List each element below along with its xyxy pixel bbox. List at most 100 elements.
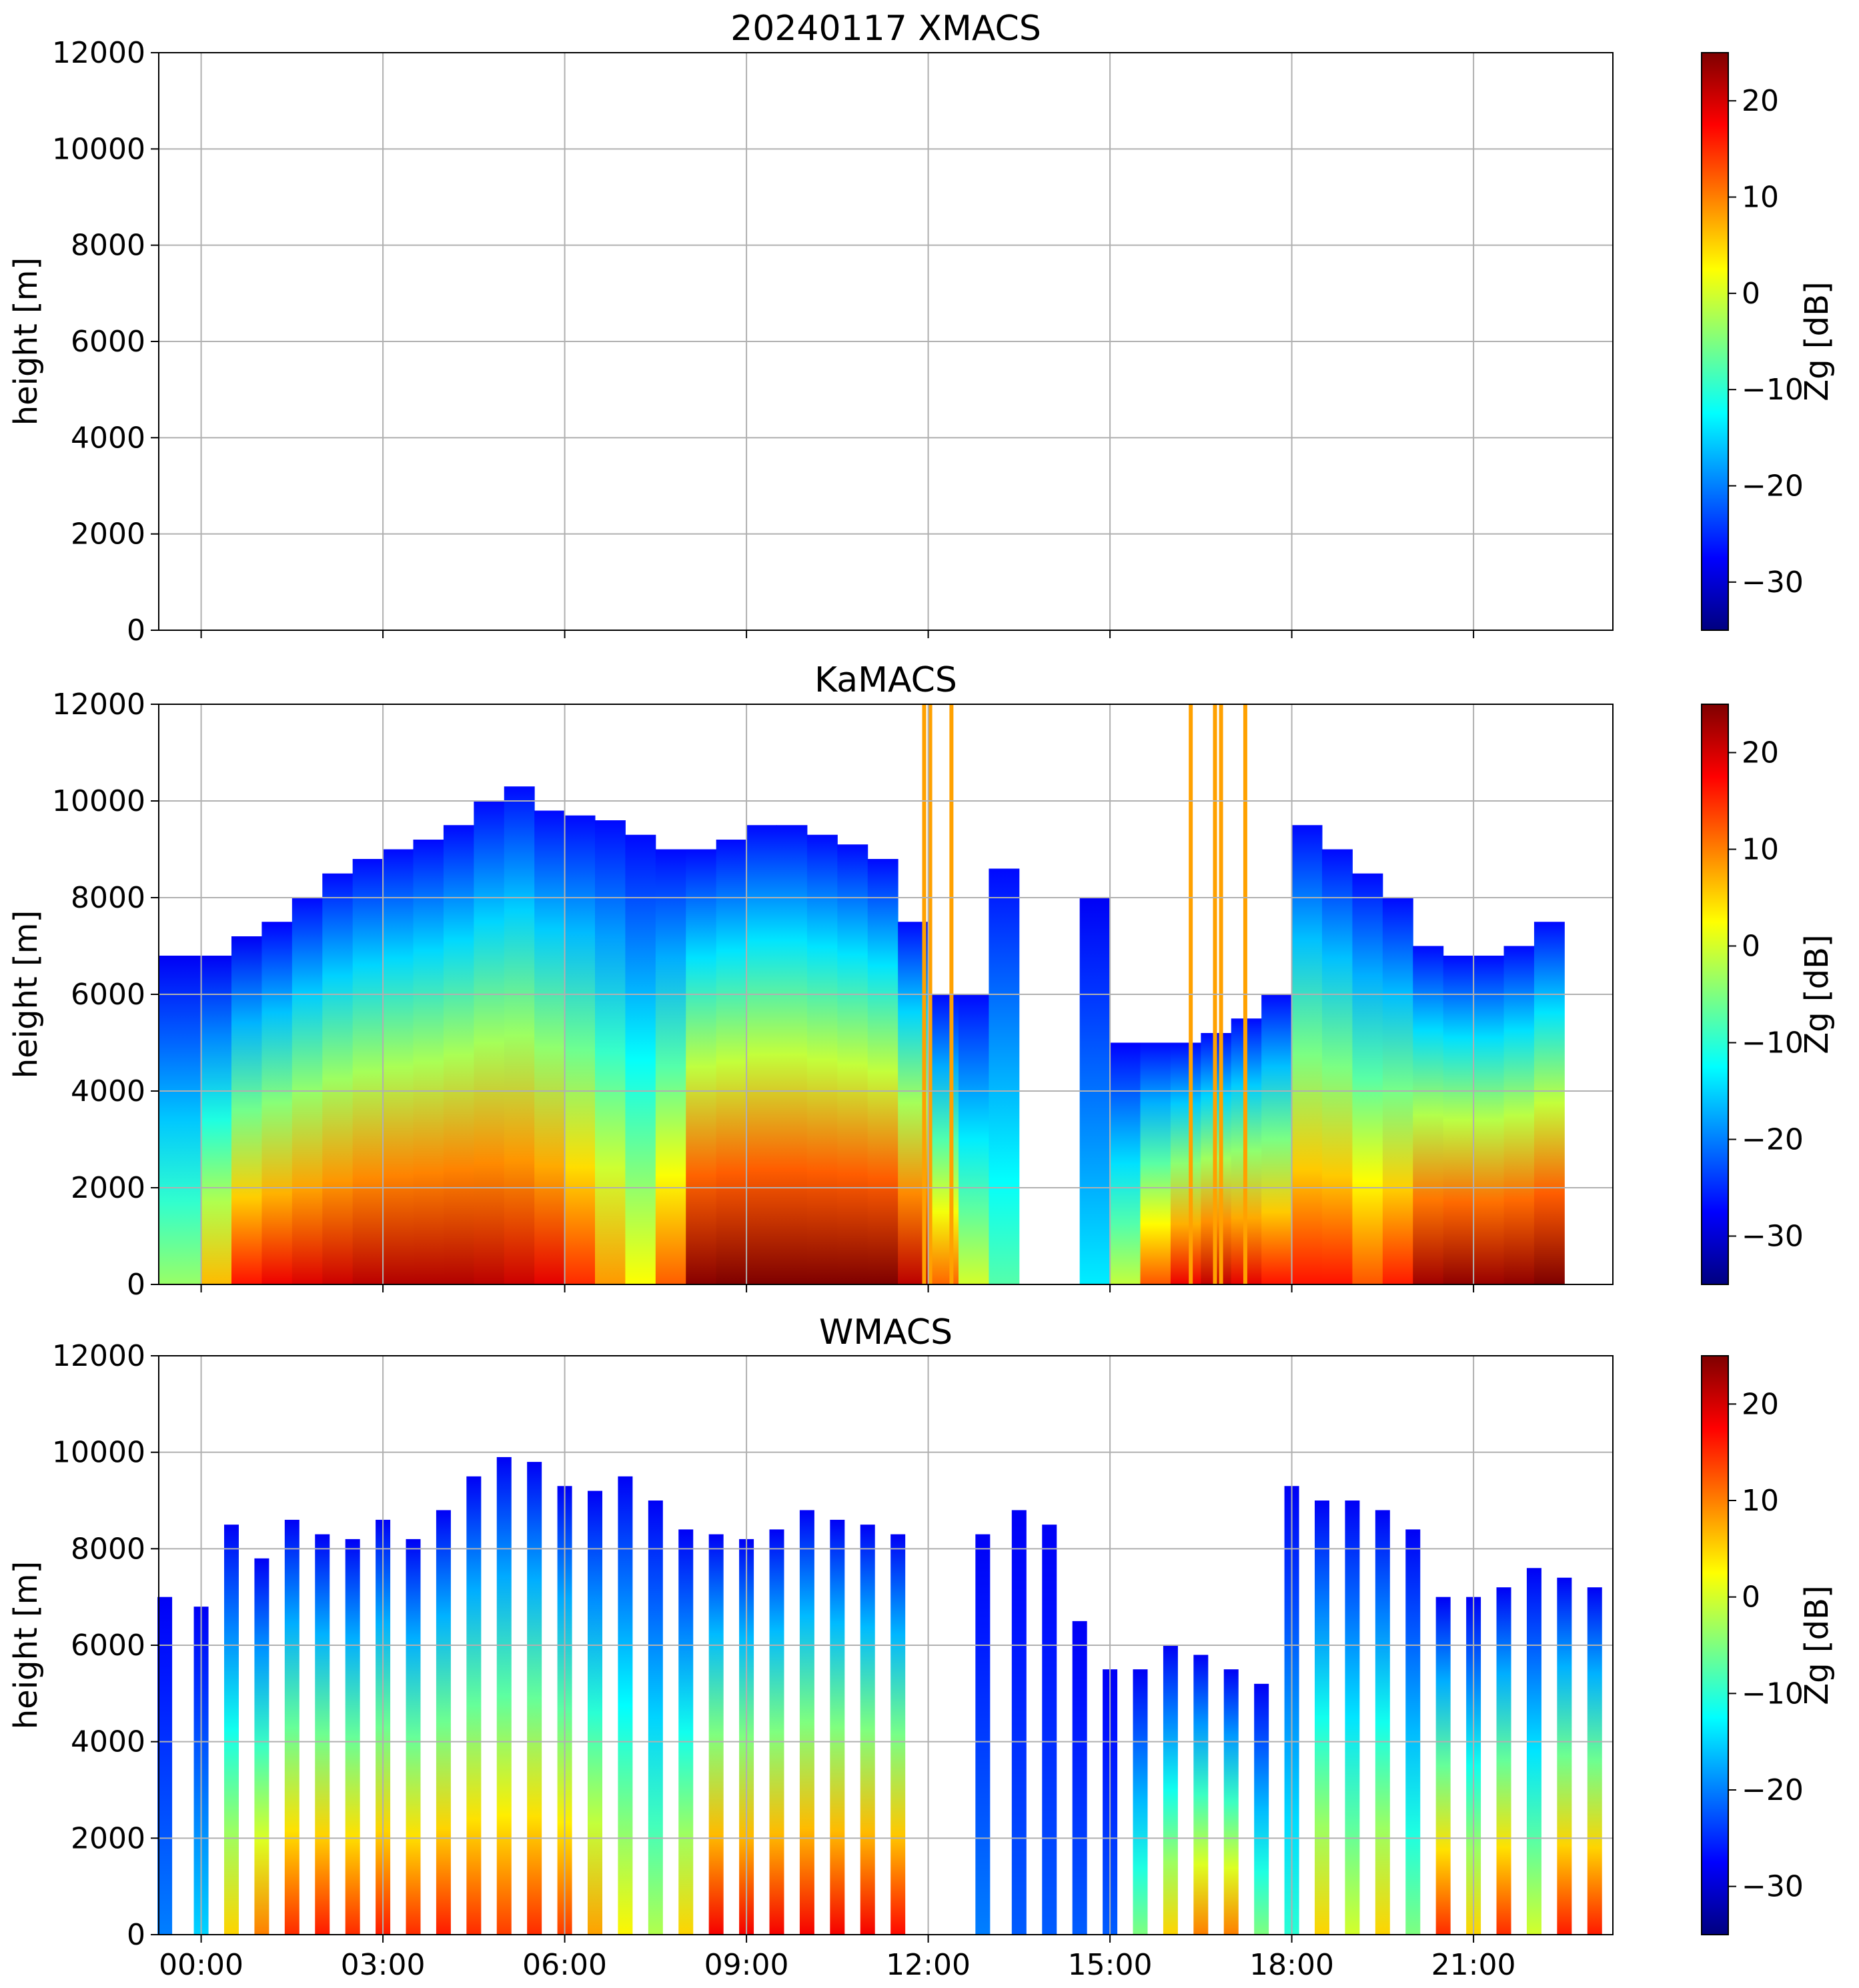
reflectivity-stripe: [224, 1525, 239, 1935]
reflectivity-column: [928, 994, 959, 1284]
reflectivity-column: [1533, 922, 1565, 1284]
reflectivity-stripe: [284, 1519, 299, 1935]
reflectivity-stripe: [678, 1529, 694, 1935]
colorbar-tick-label: 10: [1742, 833, 1779, 867]
reflectivity-column: [837, 844, 868, 1284]
y-axis-label: height [m]: [7, 910, 45, 1078]
colorbar-tick-label: −30: [1742, 1870, 1804, 1904]
colorbar: −30 −20 −10 0 10 20 Zg [dB]: [1701, 704, 1836, 1285]
reflectivity-column: [806, 834, 838, 1284]
reflectivity-stripe: [830, 1519, 845, 1935]
reflectivity-stripe: [1587, 1587, 1602, 1935]
x-axis: [200, 1284, 1475, 1292]
reflectivity-stripe: [708, 1534, 724, 1935]
reflectivity-stripe: [1315, 1501, 1329, 1935]
y-tick-label: 10000: [52, 784, 145, 818]
colorbar-tick-label: −20: [1742, 469, 1804, 504]
colorbar-tick-label: 0: [1742, 1581, 1760, 1615]
y-tick-label: 8000: [71, 229, 145, 263]
colorbar-tick-label: 0: [1742, 930, 1760, 964]
panel-kamacs: KaMACS 0 2000 4000 6000 8000 10000 12000 heigh…: [7, 660, 1836, 1302]
y-tick-label: 6000: [71, 1629, 145, 1663]
colorbar-ticks: −30 −20 −10 0 10 20: [1728, 1387, 1804, 1904]
y-tick-label: 12000: [52, 36, 145, 70]
y-tick-label: 0: [127, 614, 145, 648]
x-tick-label: 06:00: [522, 1948, 607, 1982]
reflectivity-column: [1503, 946, 1535, 1284]
reflectivity-stripe: [1496, 1587, 1511, 1935]
reflectivity-stripe: [1405, 1529, 1421, 1935]
y-axis-label: height [m]: [7, 1561, 45, 1729]
reflectivity-stripe: [1526, 1568, 1541, 1935]
x-tick-label: 03:00: [341, 1948, 426, 1982]
colorbar-label: Zg [dB]: [1798, 934, 1836, 1054]
reflectivity-stripe: [588, 1490, 602, 1935]
panel-title: 20240117 XMACS: [730, 9, 1041, 49]
reflectivity-column: [474, 801, 505, 1284]
reflectivity-column: [413, 840, 444, 1284]
reflectivity-stripe: [890, 1534, 906, 1935]
reflectivity-stripe: [315, 1534, 330, 1935]
colorbar-gradient: [1701, 52, 1729, 631]
y-tick-label: 4000: [71, 421, 145, 455]
colorbar-tick-label: −10: [1742, 373, 1804, 407]
y-tick-label: 12000: [52, 688, 145, 722]
reflectivity-stripe: [436, 1510, 451, 1935]
reflectivity-column: [1352, 873, 1383, 1284]
reflectivity-column: [1291, 825, 1323, 1284]
panel-title: WMACS: [819, 1312, 953, 1352]
x-tick-label: 21:00: [1431, 1948, 1516, 1982]
reflectivity-stripe: [1133, 1669, 1148, 1935]
reflectivity-column: [322, 873, 354, 1284]
reflectivity-column: [201, 956, 232, 1284]
reflectivity-column: [564, 815, 596, 1284]
reflectivity-stripe: [618, 1476, 633, 1935]
colorbar-tick-label: −10: [1742, 1026, 1804, 1060]
x-tick-label: 18:00: [1249, 1948, 1334, 1982]
reflectivity-stripe: [406, 1539, 421, 1935]
reflectivity-column: [595, 820, 626, 1284]
x-tick-label: 09:00: [704, 1948, 789, 1982]
colorbar-ticks: −30 −20 −10 0 10 20: [1728, 736, 1804, 1254]
reflectivity-column: [1140, 1042, 1171, 1284]
y-tick-label: 4000: [71, 1074, 145, 1108]
reflectivity-stripe: [799, 1510, 814, 1935]
colorbar-tick-label: 20: [1742, 1387, 1779, 1421]
grid: [159, 52, 1613, 631]
y-tick-label: 8000: [71, 881, 145, 915]
reflectivity-stripe: [496, 1456, 512, 1935]
reflectivity-stripe: [1375, 1510, 1390, 1935]
colorbar-ticks: −30 −20 −10 0 10 20: [1728, 84, 1804, 600]
panel-title: KaMACS: [814, 660, 957, 700]
x-tick-label: 00:00: [159, 1948, 243, 1982]
reflectivity-column: [1322, 849, 1353, 1284]
reflectivity-column: [1110, 1042, 1141, 1284]
y-axis: 0 2000 4000 6000 8000 10000 12000: [52, 688, 159, 1302]
reflectivity-stripe: [254, 1558, 269, 1935]
reflectivity-stripe: [769, 1529, 784, 1935]
data-layer: [157, 1456, 1602, 1935]
y-tick-label: 10000: [52, 1436, 145, 1470]
reflectivity-stripe: [1345, 1501, 1360, 1935]
y-tick-label: 6000: [71, 325, 145, 359]
panel-xmacs: 20240117 XMACS 0 2000 4000 6000 8000 10000 120…: [7, 9, 1836, 648]
y-tick-label: 8000: [71, 1532, 145, 1566]
reflectivity-column: [383, 849, 414, 1284]
x-axis: 00:00 03:00 06:00 09:00 12:00 15:00 18:00 21:00: [159, 1935, 1515, 1982]
reflectivity-stripe: [1042, 1525, 1057, 1935]
colorbar: −30 −20 −10 0 10 20 Zg [dB]: [1701, 1355, 1836, 1935]
reflectivity-column: [443, 825, 474, 1284]
reflectivity-stripe: [1072, 1621, 1087, 1935]
colorbar-label: Zg [dB]: [1798, 1585, 1836, 1705]
colorbar-tick-label: 10: [1742, 181, 1779, 215]
colorbar-tick-label: −10: [1742, 1677, 1804, 1711]
y-tick-label: 0: [127, 1268, 145, 1302]
colorbar: −30 −20 −10 0 10 20 Zg [dB]: [1701, 52, 1836, 631]
colorbar-tick-label: 0: [1742, 277, 1760, 311]
reflectivity-column: [686, 849, 717, 1284]
colorbar-tick-label: −30: [1742, 566, 1804, 600]
y-tick-label: 4000: [71, 1725, 145, 1759]
reflectivity-stripe: [1254, 1683, 1269, 1935]
reflectivity-stripe: [1011, 1510, 1027, 1935]
